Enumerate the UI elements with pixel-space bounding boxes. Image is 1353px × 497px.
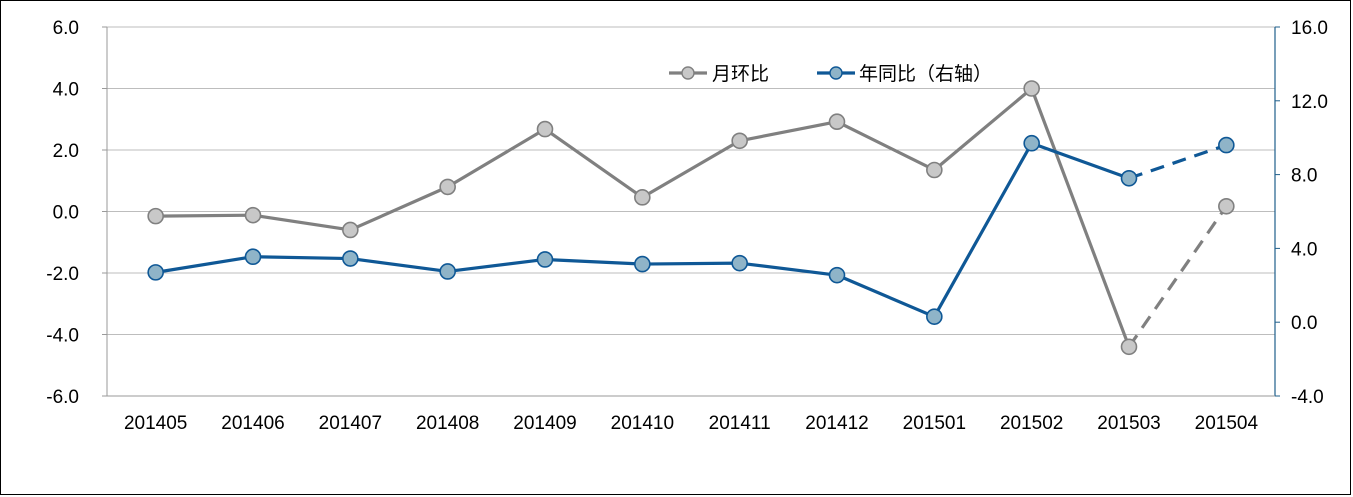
legend-label: 年同比（右轴） (859, 63, 992, 85)
data-point (342, 250, 359, 267)
data-point (926, 161, 943, 179)
right-tick-label: -4.0 (1291, 387, 1324, 408)
left-tick-label: -6.0 (46, 387, 79, 408)
left-axis-ticks: 6.0 4.0 2.0 0.0 -2.0 -4.0 -6.0 (46, 18, 107, 408)
left-tick-label: -2.0 (46, 264, 79, 285)
legend-marker (829, 66, 843, 80)
x-axis-ticks: 201405 201406 201407 201408 201409 201410 2014… (124, 413, 1259, 434)
legend-label: 月环比 (712, 63, 769, 85)
right-tick-label: 16.0 (1291, 18, 1328, 39)
x-tick-label: 201504 (1195, 413, 1259, 434)
data-point (1218, 197, 1235, 215)
legend: 月环比 年同比（右轴） (669, 63, 992, 85)
right-tick-label: 4.0 (1291, 239, 1317, 260)
left-tick-label: 6.0 (53, 18, 79, 39)
data-point (1023, 80, 1040, 97)
x-tick-label: 201411 (709, 413, 771, 434)
data-point (731, 254, 748, 272)
left-tick-label: 2.0 (53, 141, 79, 162)
data-point (439, 263, 456, 280)
data-point (1023, 134, 1040, 152)
x-tick-label: 201501 (903, 413, 966, 434)
x-tick-label: 201502 (1000, 413, 1063, 434)
data-point (828, 266, 846, 284)
left-tick-label: 0.0 (53, 203, 79, 224)
legend-marker (681, 66, 695, 80)
gridlines (107, 26, 1275, 397)
data-point (439, 178, 456, 196)
data-point (536, 251, 554, 268)
data-point (634, 189, 651, 206)
x-tick-label: 201503 (1097, 413, 1160, 434)
left-tick-label: 4.0 (53, 80, 79, 101)
data-point (147, 264, 164, 281)
legend-item-2: 年同比（右轴） (817, 63, 992, 85)
x-tick-label: 201405 (124, 413, 187, 434)
series-2 (147, 134, 1235, 325)
legend-item-1: 月环比 (669, 63, 769, 85)
series-line-solid (155, 141, 1130, 319)
right-tick-label: 0.0 (1291, 313, 1317, 334)
x-tick-label: 201412 (805, 413, 868, 434)
right-tick-label: 8.0 (1291, 166, 1317, 187)
data-point (926, 308, 943, 325)
data-point (731, 132, 748, 150)
data-point (634, 255, 651, 273)
data-point (342, 221, 359, 239)
data-point (147, 207, 164, 225)
series-line-solid (155, 86, 1131, 348)
x-tick-label: 201408 (416, 413, 479, 434)
x-tick-label: 201410 (611, 413, 674, 434)
x-tick-label: 201409 (513, 413, 576, 434)
series-1 (147, 80, 1235, 356)
right-tick-label: 12.0 (1291, 92, 1328, 113)
series-line-dashed (1127, 205, 1228, 348)
right-axis-ticks: 16.0 12.0 8.0 4.0 0.0 -4.0 (1275, 18, 1328, 408)
data-point (1120, 169, 1138, 187)
data-point (244, 248, 262, 266)
data-point (828, 113, 846, 131)
x-tick-label: 201406 (221, 413, 284, 434)
data-point (536, 120, 554, 138)
data-point (1120, 338, 1138, 356)
left-tick-label: -4.0 (46, 326, 79, 347)
data-point (244, 206, 262, 224)
series-layer (147, 80, 1235, 356)
x-tick-label: 201407 (319, 413, 382, 434)
series-line-dashed (1128, 143, 1227, 180)
data-point (1218, 136, 1235, 154)
